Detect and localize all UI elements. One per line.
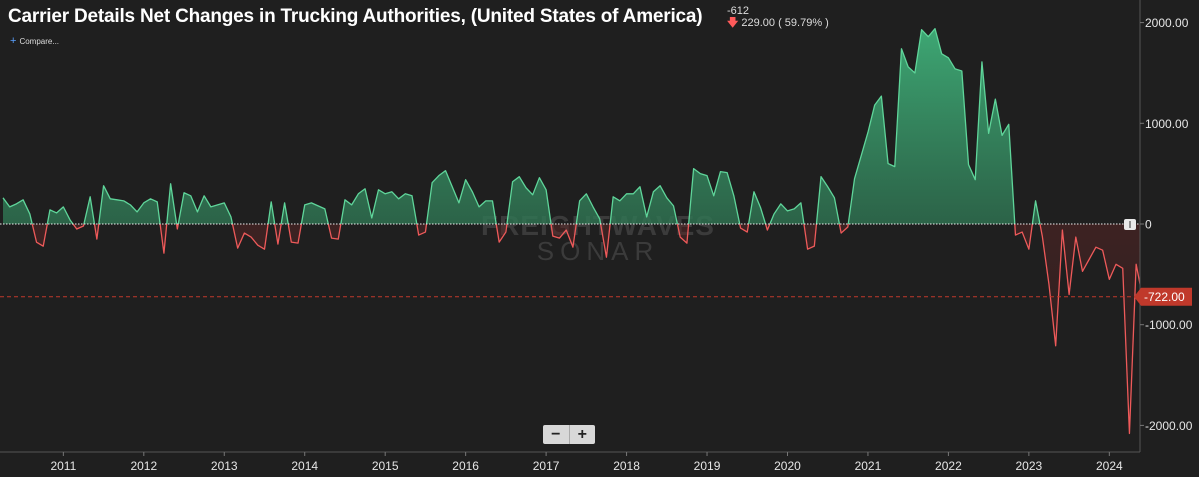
x-tick-label: 2018: [613, 459, 640, 473]
series-areas: [3, 28, 1140, 434]
x-tick-label: 2021: [855, 459, 882, 473]
price-tag-label: -722.00: [1144, 290, 1185, 304]
last-value: -612: [727, 5, 750, 17]
x-tick-label: 2022: [935, 459, 962, 473]
zoom-out-button[interactable]: −: [543, 425, 570, 444]
x-tick-label: 2019: [694, 459, 721, 473]
negative-area: [3, 224, 1140, 434]
price-tag: -722.00: [1134, 287, 1192, 306]
change-summary: -612 🡇 229.00 ( 59.79% ): [727, 5, 829, 29]
x-tick-label: 2016: [452, 459, 479, 473]
change-text: 229.00 ( 59.79% ): [741, 17, 829, 29]
plus-icon: +: [10, 35, 17, 47]
x-tick-label: 2011: [50, 459, 76, 473]
y-tick-label: -2000.00: [1145, 419, 1193, 433]
series-line-positive: [2, 27, 1041, 224]
down-arrow-icon: 🡇: [727, 17, 739, 29]
x-tick-label: 2017: [533, 459, 560, 473]
chart-title: Carrier Details Net Changes in Trucking …: [8, 6, 703, 27]
y-axis-ticks: 2000.00 1000.00 0 -1000.00 -2000.00: [1140, 16, 1193, 433]
x-tick-label: 2024: [1096, 459, 1123, 473]
y-tick-label: -1000.00: [1145, 318, 1193, 332]
x-tick-label: 2012: [130, 459, 157, 473]
zero-marker[interactable]: [1124, 219, 1136, 230]
watermark-line2: SONAR: [537, 236, 659, 266]
x-axis-ticks: 2011 2012 2013 2014 2015 2016 2017 2018 2019 2020…: [50, 452, 1123, 473]
x-tick-label: 2014: [291, 459, 318, 473]
y-tick-label: 0: [1145, 218, 1152, 232]
x-tick-label: 2013: [211, 459, 238, 473]
x-tick-label: 2015: [372, 459, 399, 473]
compare-button[interactable]: + Compare...: [10, 35, 59, 47]
x-tick-label: 2020: [774, 459, 801, 473]
zoom-controls: − +: [543, 425, 595, 444]
series-lines: [2, 27, 1140, 435]
series-line-negative: [31, 224, 1140, 435]
y-tick-label: 2000.00: [1145, 16, 1189, 30]
zoom-in-button[interactable]: +: [577, 426, 587, 443]
y-tick-label: 1000.00: [1145, 117, 1189, 131]
x-tick-label: 2023: [1016, 459, 1043, 473]
compare-label: Compare...: [19, 37, 60, 46]
